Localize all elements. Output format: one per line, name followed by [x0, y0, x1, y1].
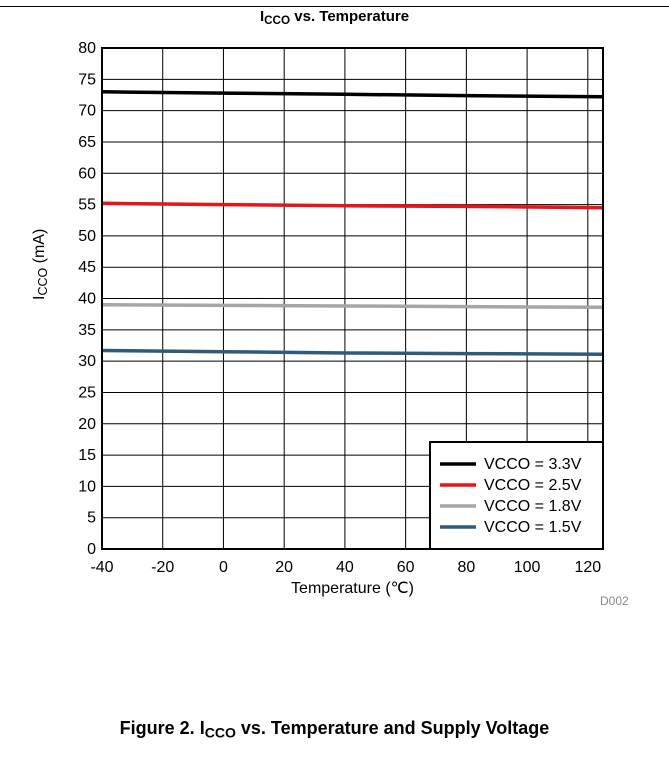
- x-tick-label: 40: [336, 559, 354, 576]
- legend-label: VCCO = 3.3V: [484, 456, 582, 473]
- figure-caption: Figure 2. ICCO vs. Temperature and Suppl…: [119, 718, 550, 741]
- y-tick-label: 35: [78, 322, 96, 339]
- y-tick-label: 40: [78, 291, 96, 308]
- y-tick-label: 50: [78, 228, 96, 245]
- x-axis-label: Temperature (℃): [291, 580, 414, 597]
- legend-label: VCCO = 2.5V: [484, 477, 582, 494]
- x-tick-label: -20: [151, 559, 174, 576]
- x-tick-label: 60: [397, 559, 415, 576]
- y-axis-label: ICCO (mA): [31, 228, 51, 300]
- y-tick-label: 20: [78, 416, 96, 433]
- x-tick-label: 20: [275, 559, 293, 576]
- y-tick-label: 10: [78, 478, 96, 495]
- x-tick-labels: -40 -20 0 20 40 60 80 100 120: [90, 559, 601, 576]
- y-tick-label: 5: [87, 510, 96, 527]
- y-tick-label: 15: [78, 447, 96, 464]
- series-line-0: [101, 90, 604, 99]
- plot-frame: [101, 47, 604, 550]
- x-tick-label: -40: [90, 559, 113, 576]
- y-tick-label: 70: [78, 103, 96, 120]
- y-tick-label: 25: [78, 384, 96, 401]
- y-tick-label: 55: [78, 197, 96, 214]
- top-rule: [0, 6, 669, 7]
- y-tick-label: 30: [78, 353, 96, 370]
- chart-title: ICCO vs. Temperature: [259, 8, 410, 27]
- x-tick-label: 100: [514, 559, 541, 576]
- y-tick-label: 80: [78, 40, 96, 57]
- y-tick-label: 65: [78, 134, 96, 151]
- series-line-3: [101, 348, 604, 356]
- x-tick-label: 80: [457, 559, 475, 576]
- legend-box: [429, 441, 604, 550]
- y-tick-label: 0: [87, 541, 96, 558]
- y-tick-label: 75: [78, 71, 96, 88]
- legend: VCCO = 3.3V VCCO = 2.5V VCCO = 1.8V VCCO = …: [429, 441, 604, 550]
- chart-plot: 0 5 10 15 20 25 30 35 40 45 50 55 60 65 70 75 80 -40 -20 0…: [78, 40, 604, 597]
- series-lines: [101, 90, 604, 356]
- y-tick-label: 60: [78, 165, 96, 182]
- legend-label: VCCO = 1.5V: [484, 519, 582, 536]
- series-line-1: [101, 201, 604, 210]
- figure-id: D002: [600, 594, 629, 608]
- legend-label: VCCO = 1.8V: [484, 498, 582, 515]
- y-tick-label: 45: [78, 259, 96, 276]
- y-tick-labels: 0 5 10 15 20 25 30 35 40 45 50 55 60 65 70 75 80: [78, 40, 96, 558]
- series-line-2: [101, 303, 604, 310]
- x-tick-label: 120: [574, 559, 601, 576]
- x-tick-label: 0: [219, 559, 228, 576]
